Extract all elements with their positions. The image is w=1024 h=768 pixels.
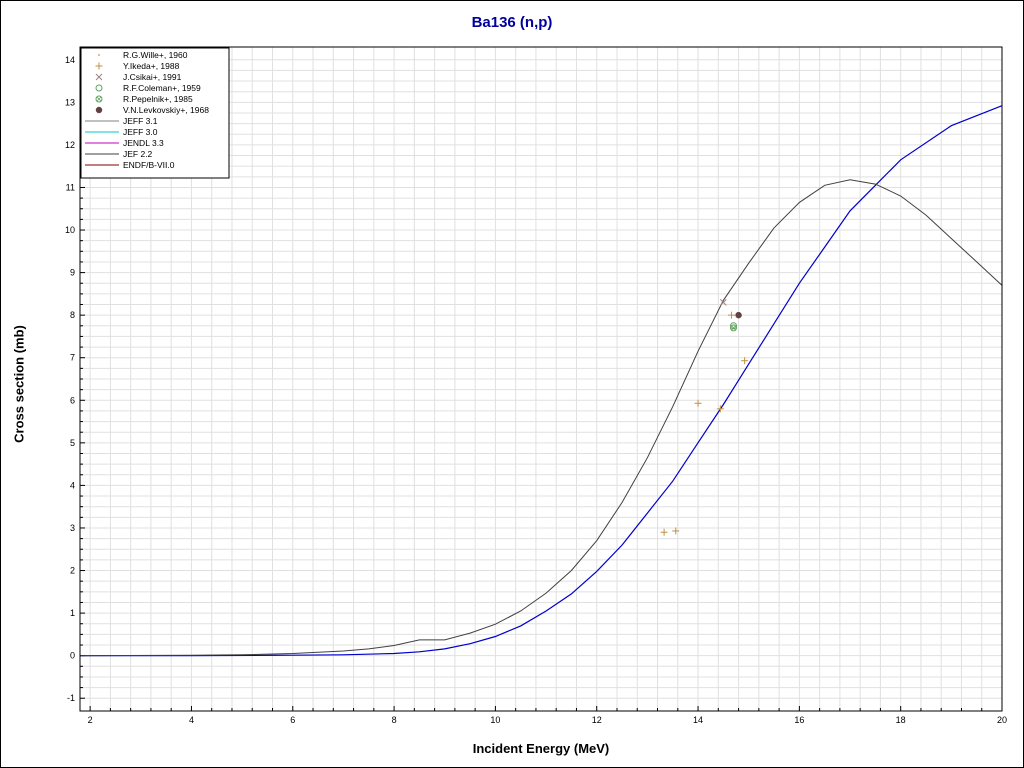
y-tick-label: 12 [65, 140, 75, 150]
y-tick-label: 3 [70, 523, 75, 533]
x-tick-label: 12 [592, 715, 602, 725]
data-point [730, 324, 738, 332]
data-point [720, 299, 727, 306]
data-point [741, 357, 749, 365]
legend-label: R.F.Coleman+, 1959 [123, 83, 201, 93]
x-tick-label: 6 [290, 715, 295, 725]
y-tick-label: 13 [65, 97, 75, 107]
x-tick-label: 14 [693, 715, 703, 725]
y-tick-label: 4 [70, 480, 75, 490]
curve-blue [80, 105, 1003, 657]
legend-label: R.G.Wille+, 1960 [123, 50, 188, 60]
legend-marker [95, 73, 103, 81]
markers [660, 299, 749, 536]
legend-label: V.N.Levkovskiy+, 1968 [123, 105, 209, 115]
y-tick-label: -1 [67, 693, 75, 703]
y-tick-label: 11 [66, 182, 75, 192]
curve-jef-2-2 [79, 179, 1003, 657]
legend-marker [95, 84, 103, 92]
legend-marker [95, 62, 103, 70]
legend-label: Y.Ikeda+, 1988 [123, 61, 180, 71]
y-tick-label: 5 [70, 438, 75, 448]
y-tick-label: 8 [70, 310, 75, 320]
legend-marker [95, 95, 103, 103]
data-point [716, 405, 724, 413]
plot-border [79, 46, 1003, 712]
data-point [730, 322, 738, 330]
x-tick-label: 10 [490, 715, 500, 725]
y-tick-label: 14 [65, 55, 75, 65]
grid [80, 47, 1003, 711]
y-tick-label: 0 [70, 651, 75, 661]
legend-box [80, 47, 230, 179]
legend-label: JEF 2.2 [123, 149, 153, 159]
data-point [672, 527, 680, 535]
y-tick-label: 10 [65, 225, 75, 235]
x-tick-label: 8 [392, 715, 397, 725]
x-tick-label: 20 [997, 715, 1007, 725]
y-tick-label: 6 [70, 395, 75, 405]
x-tick-label: 2 [88, 715, 93, 725]
y-tick-label: 9 [70, 268, 75, 278]
x-tick-label: 4 [189, 715, 194, 725]
x-tick-label: 16 [794, 715, 804, 725]
y-tick-label: 1 [70, 608, 75, 618]
legend-label: JEFF 3.1 [123, 116, 158, 126]
x-tick-label: 18 [896, 715, 906, 725]
legend-label: JENDL 3.3 [123, 138, 164, 148]
legend-label: JEFF 3.0 [123, 127, 158, 137]
y-tick-label: 2 [70, 566, 75, 576]
data-point [660, 528, 668, 536]
data-point [727, 311, 735, 319]
legend-label: ENDF/B-VII.0 [123, 160, 175, 170]
legend-marker [98, 54, 100, 56]
legend-marker [95, 106, 103, 114]
data-point [694, 399, 702, 407]
y-tick-label: 7 [70, 353, 75, 363]
curves [79, 105, 1003, 657]
chart-title: Ba136 (n,p) [471, 14, 553, 31]
x-axis-label: Incident Energy (MeV) [472, 741, 610, 756]
legend-label: J.Csikai+, 1991 [123, 72, 182, 82]
data-point [735, 311, 742, 319]
legend-label: R.Pepelnik+, 1985 [123, 94, 193, 104]
